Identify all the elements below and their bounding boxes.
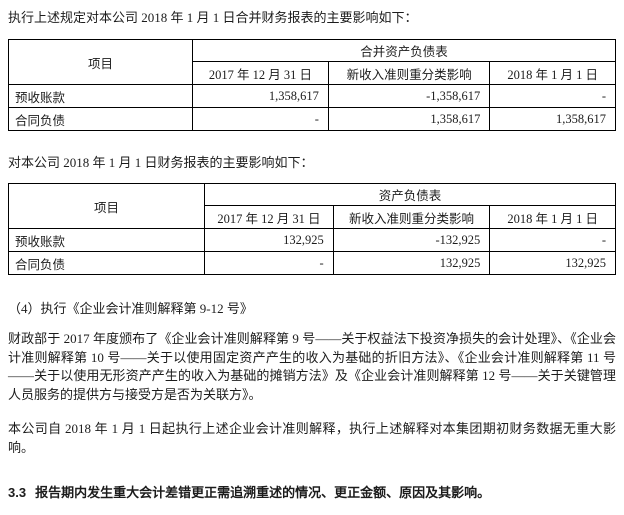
row-item-label: 合同负债 (8, 107, 193, 131)
row-value: - (204, 251, 334, 275)
table-column-header-row: 2017 年 12 月 31 日 新收入准则重分类影响 2018 年 1 月 1… (9, 61, 616, 85)
section-3-3-title: 报告期内发生重大会计差错更正需追溯重述的情况、更正金额、原因及其影响。 (35, 485, 491, 500)
row-item-label: 合同负债 (7, 251, 206, 275)
row-value: - (191, 107, 329, 131)
company-balance-sheet-table: 项目 资产负债表 2017 年 12 月 31 日 新收入准则重分类影响 201… (7, 183, 616, 275)
row-value: 1,358,617 (327, 107, 491, 131)
table-row: 合同负债 - 1,358,617 1,358,617 (8, 107, 616, 131)
row-value: -1,358,617 (327, 84, 491, 108)
row-value: - (489, 84, 616, 108)
section-4-heading: （4）执行《企业会计准则解释第 9-12 号》 (8, 301, 253, 316)
group-header: 资产负债表 (204, 183, 616, 206)
section-3-3-number: 3.3 (8, 485, 27, 500)
row-item-label: 预收账款 (7, 228, 206, 252)
column-header: 新收入准则重分类影响 (327, 61, 491, 85)
table-group-header-row: 项目 合并资产负债表 (8, 39, 617, 85)
row-value: - (489, 228, 616, 252)
document-page: 执行上述规定对本公司 2018 年 1 月 1 日合并财务报表的主要影响如下： … (0, 9, 624, 515)
table-row: 合同负债 - 132,925 132,925 (7, 251, 616, 275)
section-3-3-heading: 3.3 报告期内发生重大会计差错更正需追溯重述的情况、更正金额、原因及其影响。 (8, 482, 616, 501)
section-4-paragraph-interpretations: 财政部于 2017 年度颁布了《企业会计准则解释第 9 号——关于权益法下投资净… (8, 331, 616, 402)
intro-company-statement: 对本公司 2018 年 1 月 1 日财务报表的主要影响如下： (8, 155, 314, 170)
column-header: 2018 年 1 月 1 日 (489, 205, 616, 229)
table-group-header-row: 项目 资产负债表 (7, 183, 616, 229)
row-value: 132,925 (489, 251, 616, 275)
table-column-header-row: 2017 年 12 月 31 日 新收入准则重分类影响 2018 年 1 月 1… (9, 205, 616, 229)
intro-consolidated-statement: 执行上述规定对本公司 2018 年 1 月 1 日合并财务报表的主要影响如下： (8, 10, 418, 25)
item-column-header: 项目 (7, 183, 206, 229)
row-value: -132,925 (332, 228, 491, 252)
consolidated-balance-sheet-table: 项目 合并资产负债表 2017 年 12 月 31 日 新收入准则重分类影响 2… (8, 39, 617, 131)
item-column-header: 项目 (8, 39, 193, 85)
column-header: 新收入准则重分类影响 (332, 205, 491, 229)
group-header: 合并资产负债表 (191, 39, 617, 62)
section-4-paragraph-effect: 本公司自 2018 年 1 月 1 日起执行上述企业会计准则解释，执行上述解释对… (8, 421, 616, 455)
column-header: 2017 年 12 月 31 日 (191, 61, 329, 85)
row-value: 1,358,617 (489, 107, 616, 131)
table-row: 预收账款 132,925 -132,925 - (7, 228, 616, 252)
row-value: 132,925 (332, 251, 491, 275)
column-header: 2018 年 1 月 1 日 (489, 61, 616, 85)
column-header: 2017 年 12 月 31 日 (204, 205, 334, 229)
row-value: 132,925 (204, 228, 334, 252)
table-row: 预收账款 1,358,617 -1,358,617 - (8, 84, 616, 108)
row-value: 1,358,617 (191, 84, 329, 108)
row-item-label: 预收账款 (8, 84, 193, 108)
